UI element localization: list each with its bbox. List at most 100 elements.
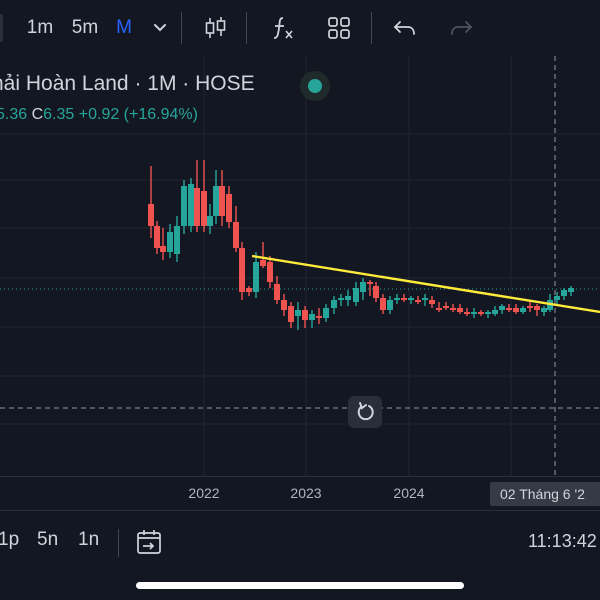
candle-up [408, 298, 414, 300]
candle-up [554, 296, 560, 300]
close-value: 6.35 [43, 106, 75, 123]
candle-up [174, 226, 180, 254]
candle-up [207, 216, 213, 226]
candle-down [401, 298, 407, 300]
trend-line [251, 254, 600, 314]
session-clock: 11:13:42 [528, 531, 597, 551]
candle-up [323, 308, 329, 318]
home-indicator[interactable] [136, 582, 464, 589]
candle-down [436, 308, 442, 310]
price-chart[interactable] [0, 56, 600, 476]
top-toolbar: 1m 5m M [0, 0, 600, 56]
toolbar-separator [246, 12, 247, 44]
candle-up [360, 282, 366, 292]
candle-down [267, 262, 273, 282]
candle-up [309, 314, 315, 320]
candle-up [561, 290, 567, 296]
candle-down [233, 222, 239, 248]
candle-down [415, 300, 421, 302]
interval-5m[interactable]: 5m [71, 17, 99, 38]
symbol-title[interactable]: hải Hoàn Land · 1M · HOSE [0, 72, 255, 95]
crosshair-date-label: 02 Tháng 6 '2 [490, 482, 600, 506]
candle-down [154, 226, 160, 248]
candle-up [394, 298, 400, 300]
candle-up [181, 186, 187, 226]
candle-down [373, 286, 379, 298]
candle-up [492, 310, 498, 314]
x-tick-label: 2022 [188, 485, 220, 501]
bottom-separator [118, 529, 119, 557]
candle-up [520, 308, 526, 312]
range-1p[interactable]: 1p [0, 529, 20, 550]
candle-up [499, 306, 505, 310]
candle-up [331, 300, 337, 308]
candle-down [367, 282, 373, 284]
toolbar-separator [371, 12, 372, 44]
bottom-toolbar: 1p 5n 1n 11:13:42 [0, 510, 600, 577]
candle-down [302, 310, 308, 320]
candle-down [527, 306, 533, 308]
interval-month[interactable]: M [116, 17, 132, 38]
candle-down [478, 312, 484, 314]
market-open-dot-icon [308, 79, 322, 93]
candle-down [506, 308, 512, 310]
candle-down [288, 306, 294, 322]
reset-chart-button[interactable] [348, 396, 382, 428]
range-5n[interactable]: 5n [37, 529, 59, 550]
change-value: +0.92 (+16.94%) [78, 106, 198, 123]
candle-up [295, 310, 301, 316]
candle-down [316, 316, 322, 318]
candle-up [387, 300, 393, 310]
candle-down [429, 300, 435, 304]
candle-up [167, 232, 173, 252]
chart-canvas[interactable] [0, 56, 600, 476]
candle-up [338, 298, 344, 300]
candle-down [260, 260, 266, 266]
candle-down [534, 306, 540, 310]
candle-up [345, 296, 351, 300]
market-status-indicator[interactable] [300, 71, 330, 101]
chevron-down-icon[interactable] [150, 14, 170, 42]
candle-down [457, 308, 463, 312]
undo-icon[interactable] [392, 14, 418, 42]
candles-icon[interactable] [200, 14, 230, 42]
candle-up [353, 288, 359, 302]
candle-up [485, 312, 491, 314]
candle-up [471, 312, 477, 314]
candle-down [160, 246, 166, 252]
candle-down [201, 191, 207, 226]
candle-down [513, 308, 519, 312]
candle-down [226, 194, 232, 222]
range-1n[interactable]: 1n [78, 529, 100, 550]
candle-down [281, 300, 287, 310]
redo-icon[interactable] [448, 14, 474, 42]
toolbar-separator [181, 12, 182, 44]
candle-up [253, 262, 259, 292]
candle-down [380, 298, 386, 310]
x-tick-label: 2023 [290, 485, 322, 501]
close-label: C [31, 106, 44, 123]
candle-down [239, 248, 245, 292]
reset-chart-icon [357, 402, 374, 421]
candle-up [188, 184, 194, 226]
candle-down [219, 186, 225, 216]
layouts-grid-icon[interactable] [324, 14, 354, 42]
toolbar-left-edge [0, 14, 3, 42]
candle-down [148, 204, 154, 226]
candle-down [194, 188, 200, 226]
calendar-goto-icon[interactable] [134, 527, 164, 563]
ohlc-legend: 5.36 C6.35 +0.92 (+16.94%) [0, 106, 198, 124]
candle-down [450, 308, 456, 310]
open-value: 5.36 [0, 106, 28, 123]
interval-1m[interactable]: 1m [26, 17, 54, 38]
candle-up [213, 186, 219, 216]
candle-up [422, 298, 428, 300]
candle-up [541, 308, 547, 312]
candle-down [443, 306, 449, 308]
candle-up [568, 288, 574, 292]
candle-down [274, 284, 280, 300]
indicators-fx-icon[interactable] [270, 14, 296, 42]
x-tick-label: 2024 [393, 485, 425, 501]
candle-down [246, 288, 252, 292]
